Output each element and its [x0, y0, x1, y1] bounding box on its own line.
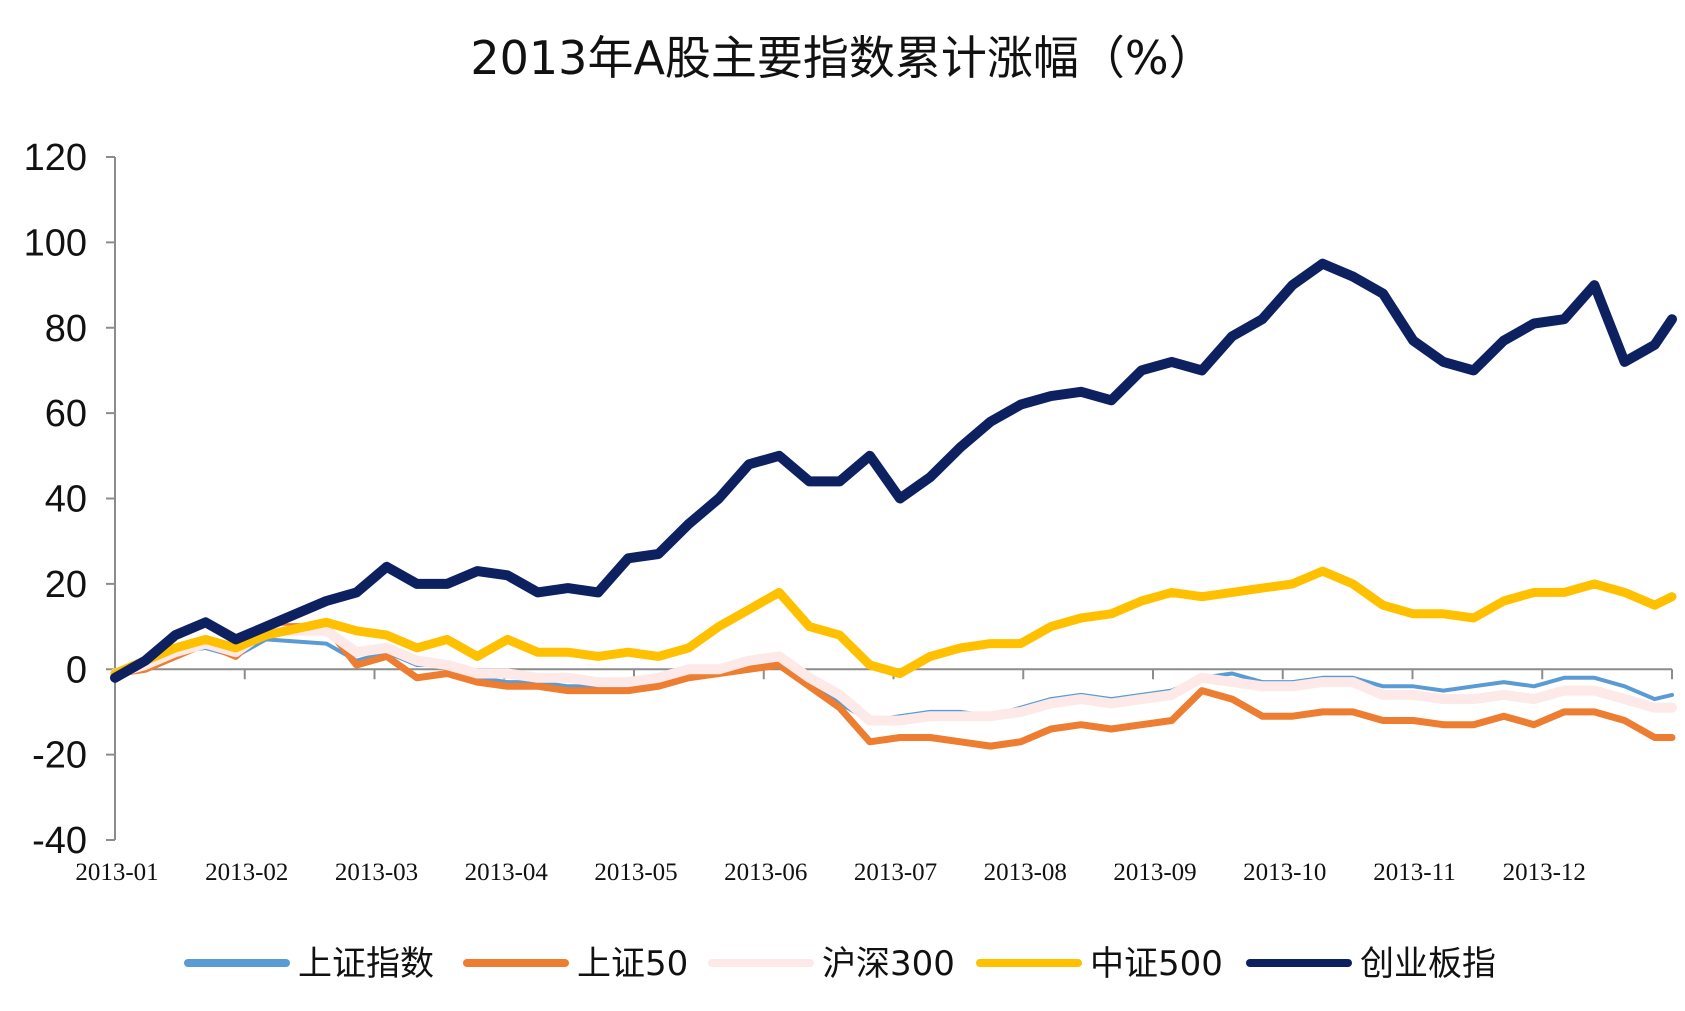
y-tick-label: 80	[45, 308, 87, 350]
series-line-2	[111, 623, 1676, 750]
y-tick-label: 40	[45, 479, 87, 521]
x-tick-label: 2013-12	[1503, 859, 1586, 886]
legend-label-1: 上证指数	[298, 944, 434, 984]
x-tick-label: 2013-09	[1113, 859, 1196, 886]
x-tick-label: 2013-01	[75, 859, 158, 886]
x-tick-label: 2013-05	[594, 859, 677, 886]
y-axis: 120 100 80 60 40 20 0 -20 -40	[24, 137, 116, 862]
y-tick-label: 100	[24, 222, 87, 264]
x-tick-label: 2013-04	[465, 859, 549, 886]
x-tick-label: 2013-10	[1243, 859, 1326, 886]
legend: 上证指数 上证50 沪深300 中证500 创业板指	[184, 944, 1496, 984]
x-tick-label: 2013-07	[854, 859, 937, 886]
series-line-5	[110, 258, 1677, 683]
series-line-4	[110, 566, 1677, 678]
legend-label-4: 中证500	[1090, 944, 1223, 984]
y-tick-label: 20	[45, 564, 87, 606]
chart-title: 2013年A股主要指数累计涨幅（%）	[470, 31, 1215, 85]
x-tick-label: 2013-11	[1373, 859, 1455, 886]
x-tick-label: 2013-08	[984, 859, 1067, 886]
y-tick-label: -40	[32, 820, 87, 862]
x-tick-label: 2013-03	[335, 859, 418, 886]
y-tick-label: 120	[24, 137, 87, 179]
x-tick-label: 2013-02	[205, 859, 288, 886]
y-tick-label: -20	[32, 735, 87, 777]
legend-label-3: 沪深300	[822, 944, 955, 984]
series-line-3	[110, 625, 1677, 726]
series-layer	[110, 258, 1677, 750]
legend-label-5: 创业板指	[1360, 944, 1496, 984]
x-tick-label: 2013-06	[724, 859, 807, 886]
y-tick-label: 0	[66, 649, 87, 691]
y-tick-label: 60	[45, 393, 87, 435]
legend-label-2: 上证50	[577, 944, 688, 984]
